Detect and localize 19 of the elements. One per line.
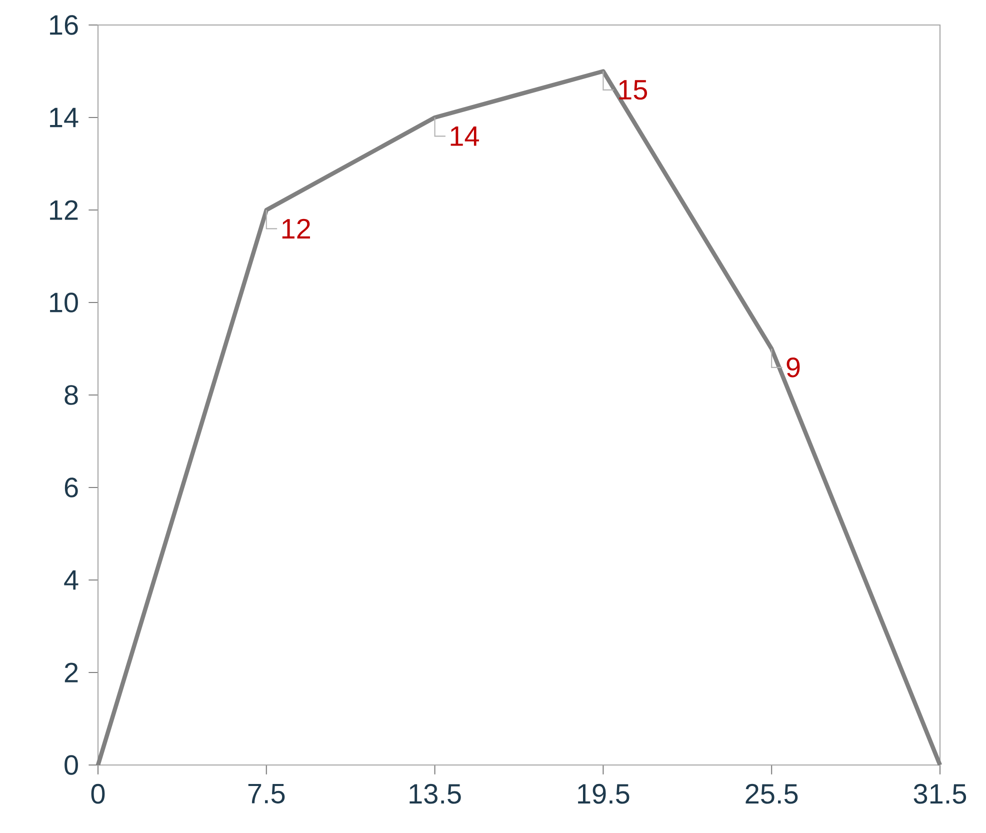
- y-tick-label: 8: [64, 385, 78, 405]
- data-label: 9: [786, 358, 800, 378]
- data-label: 14: [450, 126, 479, 146]
- x-tick-label: 31.5: [914, 784, 966, 804]
- y-tick-label: 4: [64, 570, 78, 590]
- y-tick-label: 14: [50, 108, 78, 128]
- x-tick-label: 25.5: [746, 784, 798, 804]
- y-tick-label: 0: [64, 755, 78, 775]
- x-tick-label: 0: [91, 784, 105, 804]
- y-tick-label: 16: [50, 15, 78, 35]
- y-tick-label: 10: [50, 292, 78, 312]
- data-label: 15: [619, 80, 648, 100]
- data-label: 12: [282, 218, 310, 238]
- x-tick-label: 13.5: [410, 784, 461, 804]
- x-tick-label: 7.5: [248, 784, 285, 804]
- y-tick-label: 2: [64, 662, 78, 682]
- y-tick-label: 12: [50, 200, 78, 220]
- x-tick-label: 19.5: [578, 784, 630, 804]
- y-tick-label: 6: [64, 478, 78, 498]
